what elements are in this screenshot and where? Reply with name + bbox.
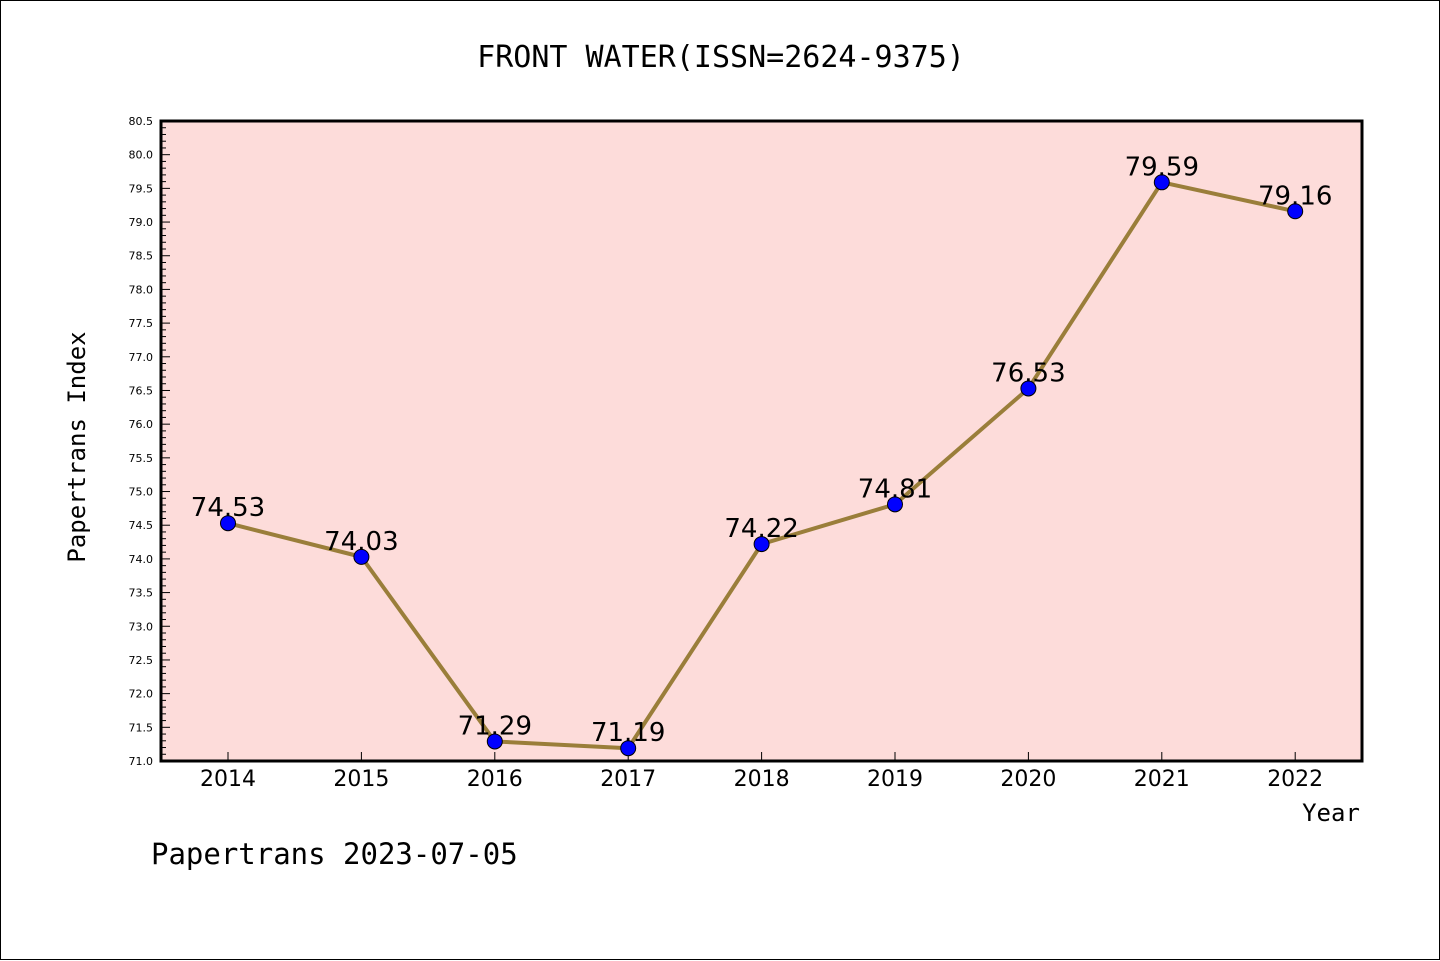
- y-tick-label: 79.5: [129, 182, 154, 195]
- x-tick-label: 2022: [1267, 767, 1323, 792]
- data-point: [1287, 203, 1304, 220]
- y-tick-label: 78.5: [129, 250, 154, 263]
- y-tick-label: 79.0: [129, 216, 154, 229]
- x-tick-label: 2016: [467, 767, 523, 792]
- x-tick-label: 2021: [1134, 767, 1190, 792]
- y-tick-label: 72.0: [129, 688, 154, 701]
- y-tick-label: 74.5: [129, 519, 154, 532]
- data-label: 71.29: [458, 711, 532, 741]
- y-tick-label: 73.0: [129, 620, 154, 633]
- data-point: [620, 740, 637, 757]
- y-tick-label: 78.0: [129, 283, 154, 296]
- y-tick-label: 71.0: [129, 755, 154, 768]
- chart-title: FRONT WATER(ISSN=2624-9375): [477, 40, 965, 75]
- y-tick-label: 75.5: [129, 452, 154, 465]
- x-tick-label: 2014: [200, 767, 256, 792]
- data-point: [486, 733, 503, 750]
- x-tick-label: 2019: [867, 767, 923, 792]
- data-point: [1020, 380, 1037, 397]
- plot-area: [159, 119, 1364, 763]
- x-tick-label: 2015: [333, 767, 389, 792]
- y-tick-label: 71.5: [129, 721, 154, 734]
- data-label: 74.03: [324, 527, 398, 557]
- data-label: 71.19: [591, 718, 665, 748]
- y-tick-label: 80.5: [129, 115, 154, 128]
- y-tick-label: 80.0: [129, 149, 154, 162]
- x-tick-label: 2018: [734, 767, 790, 792]
- y-tick-label: 76.0: [129, 418, 154, 431]
- data-label: 76.53: [991, 358, 1065, 388]
- y-tick-label: 73.5: [129, 587, 154, 600]
- y-tick-label: 72.5: [129, 654, 154, 667]
- y-tick-label: 77.5: [129, 317, 154, 330]
- series-line-group: [220, 174, 1304, 757]
- data-label: 74.22: [724, 514, 798, 544]
- data-point: [353, 548, 370, 565]
- x-tick-label: 2017: [600, 767, 656, 792]
- y-tick-label: 74.0: [129, 553, 154, 566]
- x-axis-label: Year: [1302, 799, 1360, 827]
- data-point: [1153, 174, 1170, 191]
- y-axis-label: Papertrans Index: [63, 331, 91, 562]
- y-axis: 71.0 71.5 72.0 72.5 73.0 73.5 74.0 74.5 75.0 75.5…: [129, 115, 170, 768]
- y-tick-label: 75.0: [129, 486, 154, 499]
- data-point: [220, 515, 236, 532]
- data-label: 79.16: [1258, 181, 1332, 211]
- data-label: 74.53: [191, 493, 265, 523]
- data-point: [753, 536, 770, 553]
- x-axis: 2014 2015 2016 2017 2018 2019 2020 2021 2022: [200, 752, 1323, 792]
- footer-credit: Papertrans 2023-07-05: [151, 837, 518, 871]
- data-label: 74.81: [858, 474, 932, 504]
- data-label: 79.59: [1125, 152, 1199, 182]
- data-labels-group: 74.53 74.03 71.29 71.19 74.22 74.81 76.53 79.59…: [191, 152, 1333, 748]
- x-tick-label: 2020: [1000, 767, 1056, 792]
- y-tick-label: 77.0: [129, 351, 154, 364]
- data-point: [887, 496, 903, 513]
- y-tick-label: 76.5: [129, 384, 154, 397]
